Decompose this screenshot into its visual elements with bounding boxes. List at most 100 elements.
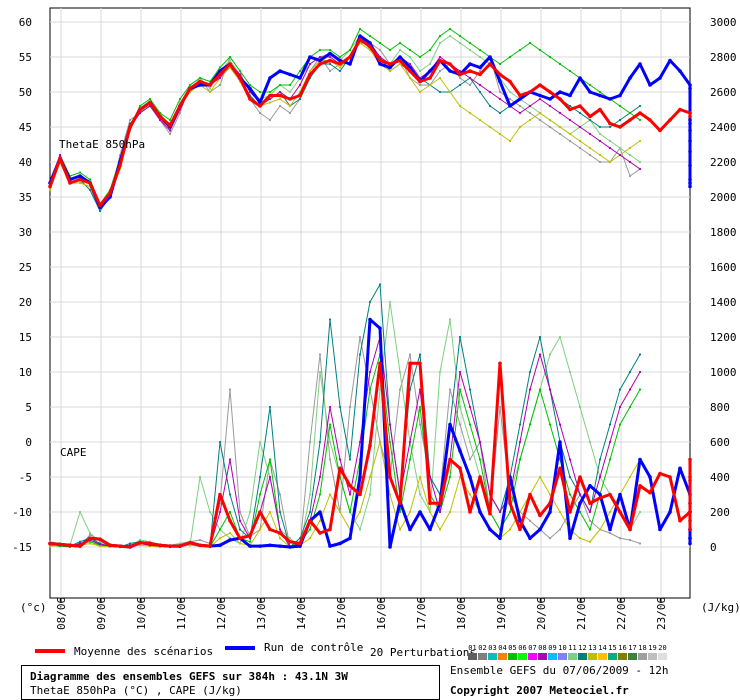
pert-thetae-line-point bbox=[418, 90, 422, 94]
pert-cape-line-point bbox=[548, 353, 552, 356]
y-right-tick: 2000 bbox=[710, 191, 737, 204]
pert-thetae-line-point bbox=[478, 69, 482, 73]
pert-thetae-line-point bbox=[438, 90, 442, 94]
pert-cape-line-point bbox=[328, 458, 332, 461]
pert-cape-line bbox=[49, 441, 641, 548]
y-right-tick: 2600 bbox=[710, 86, 737, 99]
pert-cape-line-point bbox=[448, 318, 452, 321]
pert-cape-line-point bbox=[248, 540, 252, 543]
pert-cape-line-point bbox=[478, 458, 482, 461]
moyenne-thetae-line-point bbox=[138, 107, 142, 112]
pert-thetae-line-point bbox=[368, 34, 372, 38]
pert-cape-line-point bbox=[598, 528, 602, 531]
pert-cape-line-point bbox=[548, 388, 552, 391]
controle-cape-line-point bbox=[408, 527, 412, 532]
pert-color bbox=[528, 653, 537, 660]
pert-thetae-line-point bbox=[428, 48, 432, 52]
controle-cape-line-point bbox=[608, 527, 612, 532]
moyenne-cape-line-point bbox=[268, 527, 272, 532]
pert-thetae-line-point bbox=[388, 48, 392, 52]
y-left-tick: 0 bbox=[25, 436, 32, 449]
pert-thetae-line-point bbox=[598, 132, 602, 136]
pert-thetae-line-point bbox=[398, 62, 402, 66]
moyenne-cape-line-point bbox=[258, 510, 262, 514]
pert-thetae-line-point bbox=[528, 104, 532, 108]
pert-cape-line-point bbox=[338, 510, 342, 514]
thetae-panel-label: ThetaE 850hPa bbox=[59, 138, 146, 151]
moyenne-thetae-line-point bbox=[258, 104, 262, 108]
pert-cape-line-point bbox=[608, 458, 612, 461]
moyenne-cape-line-point bbox=[218, 492, 222, 497]
pert-thetae-line-point bbox=[548, 104, 552, 108]
pert-thetae-line-point bbox=[378, 41, 382, 45]
pert-cape-line-point bbox=[478, 440, 482, 444]
pert-thetae-line-point bbox=[628, 146, 632, 150]
controle-cape-line-point bbox=[278, 544, 282, 548]
moyenne-cape-line-point bbox=[198, 543, 202, 548]
moyenne-cape-line-point bbox=[478, 475, 482, 479]
pert-cape-line-point bbox=[198, 475, 202, 479]
moyenne-thetae-line-point bbox=[368, 44, 372, 49]
pert-thetae-line-point bbox=[608, 160, 612, 164]
pert-thetae-line-point bbox=[248, 83, 252, 87]
controle-thetae-line-point bbox=[288, 72, 292, 77]
controle-thetae-line-point bbox=[578, 76, 582, 80]
moyenne-cape-line-point bbox=[208, 544, 212, 548]
controle-thetae-line-point bbox=[328, 51, 332, 56]
pert-thetae-line-point bbox=[398, 48, 402, 52]
controle-cape-line-point bbox=[388, 545, 392, 549]
y-left-tick: 30 bbox=[19, 226, 32, 239]
pert-thetae-line-point bbox=[508, 90, 512, 94]
controle-cape-line-point bbox=[338, 541, 342, 546]
moyenne-thetae-line-point bbox=[498, 72, 502, 77]
pert-cape-line-point bbox=[398, 510, 402, 514]
x-tick-label: 16/06 bbox=[375, 597, 388, 630]
pert-thetae-line-point bbox=[278, 104, 282, 108]
pert-cape-line-point bbox=[358, 335, 362, 339]
pert-color bbox=[478, 653, 487, 660]
pert-cape-line-point bbox=[368, 300, 372, 304]
moyenne-cape-line-point bbox=[308, 518, 312, 523]
controle-cape-line-point bbox=[358, 475, 362, 479]
controle-thetae-line-point bbox=[538, 93, 542, 98]
pert-cape-line-point bbox=[548, 423, 552, 426]
pert-cape-line-point bbox=[608, 423, 612, 426]
pert-number: 01 bbox=[468, 644, 477, 652]
moyenne-thetae-line-point bbox=[88, 181, 92, 185]
moyenne-cape-line-point bbox=[638, 483, 642, 488]
controle-cape-line-point bbox=[348, 536, 352, 541]
pert-thetae-line-point bbox=[518, 48, 522, 52]
pert-swatch: 10 bbox=[558, 644, 567, 660]
moyenne-thetae-line-point bbox=[588, 114, 592, 119]
pert-cape-line-point bbox=[528, 519, 532, 522]
moyenne-thetae-line-point bbox=[608, 121, 612, 126]
pert-cape-line-point bbox=[598, 475, 602, 479]
controle-thetae-line-point bbox=[198, 83, 202, 87]
pert-thetae-line-point bbox=[628, 111, 632, 115]
pert-cape-line-point bbox=[538, 353, 542, 356]
pert-swatch: 15 bbox=[608, 644, 617, 660]
controle-thetae-line-point bbox=[558, 90, 562, 94]
moyenne-cape-line-point bbox=[108, 543, 112, 548]
pert-thetae-line-point bbox=[178, 97, 182, 101]
controle-thetae-line-point bbox=[498, 79, 502, 84]
controle-cape-line-point bbox=[658, 527, 662, 532]
controle-thetae-line-point bbox=[658, 76, 662, 80]
moyenne-thetae-line-point bbox=[648, 118, 652, 122]
controle-thetae-line-point bbox=[368, 41, 372, 45]
pert-color bbox=[628, 653, 637, 660]
moyenne-cape-line-point bbox=[88, 536, 92, 541]
controle-thetae-line-point bbox=[648, 83, 652, 87]
pert-cape-line-point bbox=[348, 510, 352, 514]
pert-thetae-line-point bbox=[468, 83, 472, 87]
pert-thetae-line-point bbox=[438, 69, 442, 73]
x-tick-label: 09/06 bbox=[95, 597, 108, 630]
controle-thetae-line-point bbox=[268, 76, 272, 80]
moyenne-thetae-line-point bbox=[198, 79, 202, 84]
controle-thetae-line-point bbox=[448, 69, 452, 73]
pert-cape-line-point bbox=[638, 370, 642, 374]
controle-cape-line-point bbox=[478, 510, 482, 514]
pert-cape-line-point bbox=[98, 545, 102, 548]
controle-thetae-line-point bbox=[478, 65, 482, 70]
controle-thetae-line-point bbox=[508, 104, 512, 108]
